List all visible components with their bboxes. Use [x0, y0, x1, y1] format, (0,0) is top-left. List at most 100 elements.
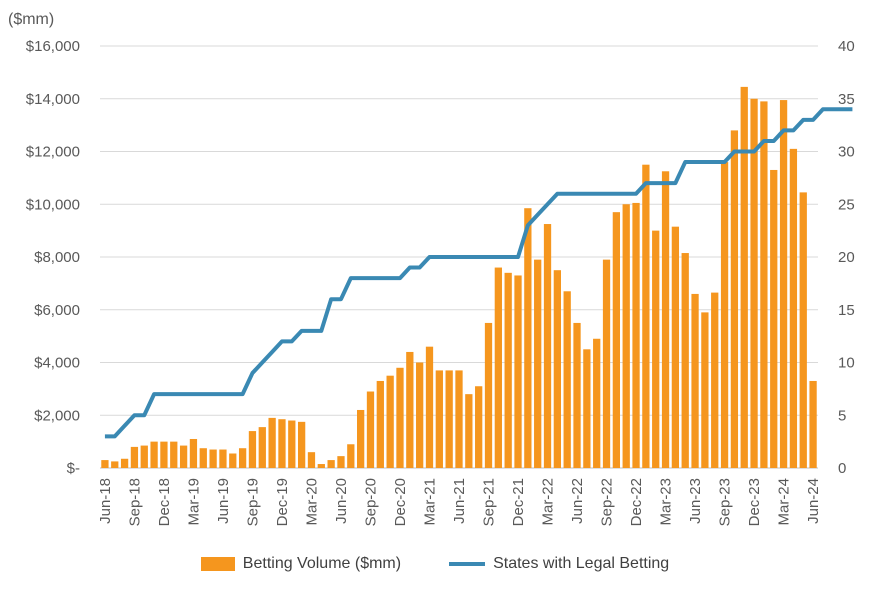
bar: [238, 448, 247, 468]
bar: [258, 427, 266, 468]
bar: [583, 349, 591, 468]
y-axis-right: 0 5 10 15 20 25 30 35 40: [838, 38, 855, 477]
bar: [366, 391, 375, 468]
x-tick-label: Mar-24: [776, 478, 793, 526]
bar: [720, 162, 729, 469]
y-left-tick-label: $6,000: [34, 302, 80, 319]
bar: [189, 438, 198, 468]
bar: [170, 441, 178, 468]
y-left-tick-label: $-: [67, 460, 80, 477]
bar: [347, 444, 355, 468]
bar: [475, 386, 483, 468]
x-tick-label: Dec-18: [156, 478, 173, 526]
bar: [120, 458, 129, 468]
bar: [494, 267, 502, 468]
legend: Betting Volume ($mm) States with Legal B…: [0, 555, 870, 573]
bar: [730, 130, 739, 468]
bar-series: [101, 86, 817, 469]
y-right-tick-label: 10: [838, 355, 855, 372]
legend-swatch-line: [449, 562, 486, 566]
bar: [671, 226, 680, 468]
y-left-tick-label: $16,000: [26, 38, 80, 55]
bar: [632, 202, 640, 468]
bar: [799, 192, 807, 468]
bar: [386, 375, 394, 468]
bar: [327, 460, 335, 468]
bar: [809, 380, 817, 468]
y-right-tick-label: 30: [838, 144, 855, 161]
bar: [750, 98, 758, 468]
y-left-tick-label: $8,000: [34, 249, 80, 266]
x-tick-label: Sep-18: [126, 478, 143, 526]
y-right-tick-label: 25: [838, 196, 855, 213]
bar: [229, 453, 237, 468]
bar: [357, 409, 365, 468]
bar: [199, 448, 207, 468]
bar: [573, 322, 581, 468]
x-tick-label: Sep-21: [481, 478, 498, 526]
y-left-tick-label: $14,000: [26, 91, 80, 108]
legend-swatch-bar: [200, 557, 235, 571]
x-tick-label: Jun-23: [687, 478, 704, 524]
x-tick-label: Dec-19: [274, 478, 291, 526]
x-tick-label: Jun-18: [97, 478, 114, 524]
bar: [514, 275, 522, 468]
bar: [445, 370, 453, 468]
bar: [101, 460, 109, 468]
y-right-tick-label: 35: [838, 91, 855, 108]
bar: [160, 441, 168, 468]
bar: [622, 204, 630, 468]
bar: [130, 446, 139, 468]
legend-label-betting-volume: Betting Volume ($mm): [242, 555, 402, 572]
x-tick-label: Mar-19: [185, 478, 202, 526]
x-tick-label: Sep-23: [717, 478, 734, 526]
x-tick-label: Dec-20: [392, 478, 409, 526]
x-tick-label: Mar-20: [303, 478, 320, 526]
bar: [248, 431, 257, 468]
bar: [553, 270, 561, 468]
x-tick-label: Jun-20: [333, 478, 350, 524]
bar: [337, 456, 345, 468]
y-right-tick-label: 15: [838, 302, 855, 319]
x-tick-label: Mar-22: [540, 478, 557, 526]
x-tick-label: Sep-22: [599, 478, 616, 526]
bar: [642, 164, 650, 468]
x-tick-label: Sep-20: [362, 478, 379, 526]
y-left-tick-label: $10,000: [26, 196, 80, 213]
bar: [455, 370, 463, 468]
bar: [416, 362, 424, 468]
bar: [425, 346, 434, 468]
legend-item-states: States with Legal Betting: [449, 555, 669, 573]
bar: [652, 230, 660, 468]
bar: [209, 449, 217, 468]
y-left-tick-label: $12,000: [26, 144, 80, 161]
states-line: [104, 107, 853, 439]
y-left-tick-label: $2,000: [34, 407, 80, 424]
bar: [593, 338, 601, 468]
x-tick-label: Sep-19: [244, 478, 261, 526]
legend-label-states: States with Legal Betting: [493, 555, 670, 572]
bar: [219, 449, 227, 468]
bar: [534, 259, 542, 468]
bar: [297, 421, 306, 468]
bar: [317, 464, 325, 468]
x-tick-label: Mar-23: [658, 478, 675, 526]
bar: [140, 445, 148, 468]
bar: [760, 101, 768, 468]
bar: [681, 253, 689, 468]
bar: [524, 208, 532, 469]
bar: [779, 100, 788, 468]
bar: [307, 452, 316, 468]
x-tick-label: Jun-21: [451, 478, 468, 524]
x-tick-label: Dec-22: [628, 478, 645, 526]
line-series: [104, 107, 853, 439]
bar: [661, 171, 670, 468]
bar: [268, 417, 276, 468]
legend-item-betting-volume: Betting Volume ($mm): [200, 555, 402, 573]
bar: [111, 461, 119, 468]
bar: [376, 380, 384, 468]
y-right-tick-label: 0: [838, 460, 846, 477]
bar: [504, 272, 512, 468]
y-right-tick-label: 40: [838, 38, 855, 55]
